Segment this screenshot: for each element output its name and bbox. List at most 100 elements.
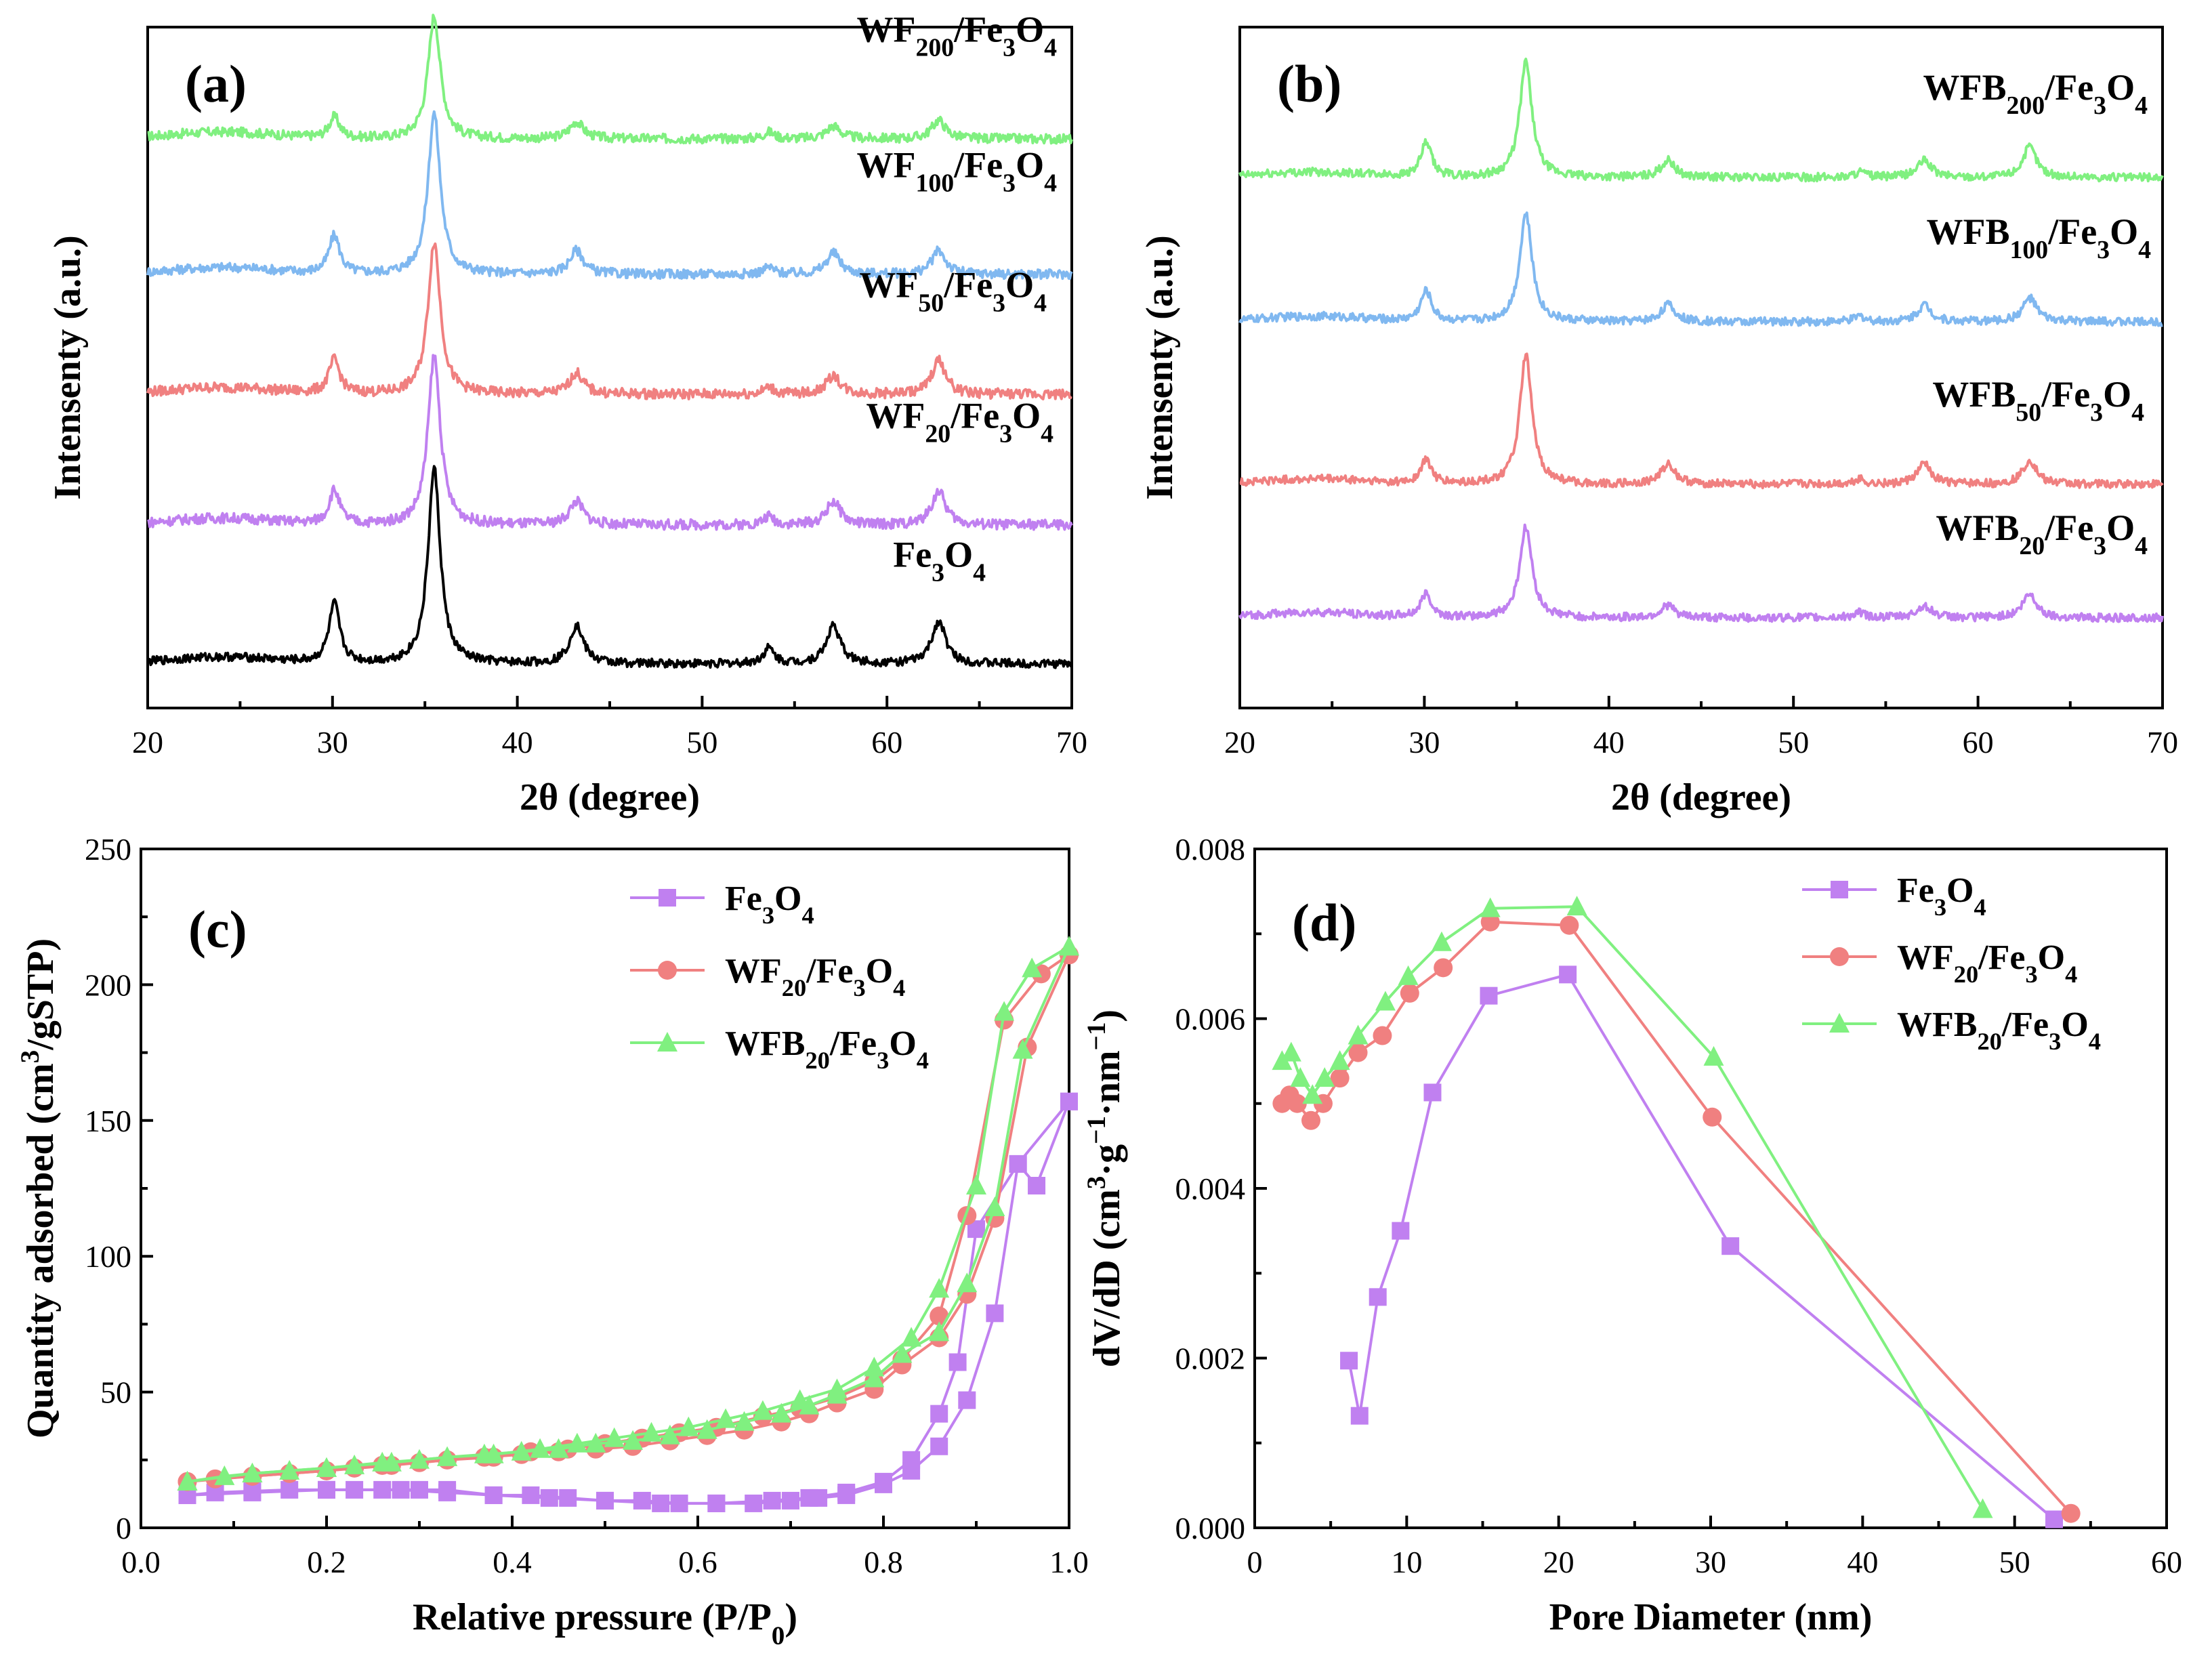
legend-marker xyxy=(659,889,676,907)
x-tick-label: 40 xyxy=(1847,1545,1878,1579)
legend-label: WF20/Fe3O4 xyxy=(725,952,905,1001)
x-tick-label: 50 xyxy=(1999,1545,2030,1579)
series-label: WFB20/Fe3O4 xyxy=(1936,507,2148,560)
pore-point xyxy=(1703,1107,1722,1127)
isotherm-point xyxy=(484,1486,503,1504)
isotherm-point xyxy=(1022,957,1043,978)
isotherm-point xyxy=(585,1432,606,1453)
pore-point xyxy=(1348,1024,1369,1045)
isotherm-point xyxy=(604,1427,625,1447)
y-tick-label: 250 xyxy=(85,832,131,867)
isotherm-point xyxy=(994,1001,1015,1021)
isotherm-point xyxy=(1009,1155,1027,1173)
panel-d-pore-distribution: 0 10 20 30 40 50 60 0.000 0.002 0.004 0.006 0.008 Po… xyxy=(1082,832,2183,1638)
pore-point xyxy=(1314,1067,1335,1087)
isotherm-point xyxy=(596,1491,614,1510)
isotherm-point xyxy=(1028,1176,1046,1194)
x-tick-label: 0.8 xyxy=(864,1545,903,1579)
isotherm-point xyxy=(763,1491,781,1510)
panel-label: (c) xyxy=(188,900,247,959)
isotherm-point xyxy=(522,1486,540,1504)
x-tick-label: 30 xyxy=(1695,1545,1726,1579)
isotherm-point xyxy=(696,1419,717,1439)
legend-marker xyxy=(1830,947,1849,966)
x-tick-label: 60 xyxy=(871,725,902,760)
isotherm-point xyxy=(771,1402,792,1423)
xrd-trace-wfb100fe3o4 xyxy=(1238,211,2163,327)
legend-marker xyxy=(1829,1013,1850,1033)
isotherm-point xyxy=(316,1457,337,1477)
pore-point xyxy=(1398,965,1419,985)
pore-point xyxy=(1559,965,1577,984)
isotherm-point xyxy=(438,1483,457,1501)
legend-marker xyxy=(658,961,677,980)
pore-point xyxy=(1340,1352,1358,1370)
x-tick-label: 10 xyxy=(1391,1545,1422,1579)
xrd-trace-wfb20fe3o4 xyxy=(1238,523,2164,623)
xrd-trace-wf20fe3o4 xyxy=(146,354,1073,531)
x-tick-label: 50 xyxy=(686,725,717,760)
y-tick-label: 100 xyxy=(85,1239,131,1274)
panel-label: (d) xyxy=(1292,893,1356,952)
isotherm-point xyxy=(800,1489,818,1507)
pore-point xyxy=(1330,1068,1350,1088)
y-axis-label: dV/dD (cm3·g−1·nm−1) xyxy=(1082,1010,1129,1367)
isotherm-point xyxy=(548,1438,569,1458)
x-tick-label: 60 xyxy=(2151,1545,2182,1579)
pore-point xyxy=(1280,1041,1301,1062)
y-tick-label: 150 xyxy=(85,1104,131,1138)
isotherm-point xyxy=(678,1416,699,1436)
series-label: WF100/Fe3O4 xyxy=(857,144,1058,197)
series-label: WF50/Fe3O4 xyxy=(859,264,1047,317)
pore-point xyxy=(1703,1045,1724,1066)
x-tick-label: 30 xyxy=(317,725,348,760)
isotherm-point xyxy=(984,1197,1005,1217)
isotherm-point xyxy=(902,1451,921,1469)
legend-marker xyxy=(1831,881,1848,898)
legend-marker xyxy=(657,1032,677,1052)
isotherm-point xyxy=(752,1400,773,1420)
isotherm-point xyxy=(344,1454,365,1474)
legend-label: Fe3O4 xyxy=(1897,871,1986,921)
series-label: WFB100/Fe3O4 xyxy=(1926,211,2151,264)
isotherm-point xyxy=(892,1343,913,1363)
xrd-trace-wf200fe3o4 xyxy=(147,14,1073,145)
isotherm-point xyxy=(641,1421,662,1442)
isotherm-point xyxy=(986,1304,1004,1323)
series-label: WFB50/Fe3O4 xyxy=(1932,374,2144,427)
isotherm-point xyxy=(177,1470,198,1491)
x-tick-label: 0.0 xyxy=(121,1545,161,1579)
panel-c-isotherm: 0.0 0.2 0.4 0.6 0.8 1.0 0 50 100 150 200 250 Relativ… xyxy=(16,832,1089,1650)
isotherm-point xyxy=(483,1443,504,1463)
isotherm-point xyxy=(392,1480,410,1499)
pore-point xyxy=(1290,1067,1311,1087)
panel-a-xrd-wf: 20 30 40 50 60 70 2θ (degree) Intensenty (a.u.)… xyxy=(47,9,1087,818)
y-tick-label: 0 xyxy=(116,1511,131,1545)
x-tick-label: 0.4 xyxy=(493,1545,532,1579)
x-tick-label: 40 xyxy=(1593,725,1625,760)
isotherm-point xyxy=(799,1394,820,1415)
y-tick-label: 0.002 xyxy=(1175,1341,1246,1376)
isotherm-point xyxy=(901,1327,922,1347)
pore-point xyxy=(1392,1222,1410,1240)
x-tick-label: 0.6 xyxy=(678,1545,717,1579)
isotherm-point xyxy=(948,1353,967,1371)
pore-point xyxy=(1423,1083,1442,1102)
pore-point xyxy=(1375,991,1396,1011)
x-tick-label: 20 xyxy=(1224,725,1255,760)
pore-point xyxy=(1560,915,1579,935)
legend-label: WF20/Fe3O4 xyxy=(1897,938,2077,988)
pore-point xyxy=(1302,1084,1323,1104)
isotherm-point xyxy=(623,1430,644,1450)
isotherm-point xyxy=(957,1272,978,1293)
pore-point xyxy=(1373,1026,1392,1045)
y-tick-label: 0.004 xyxy=(1175,1171,1246,1206)
series-label: WF20/Fe3O4 xyxy=(866,395,1053,448)
pore-point xyxy=(1287,1094,1307,1113)
pore-point xyxy=(1434,958,1453,978)
x-axis-label: Relative pressure (P/P0) xyxy=(413,1596,797,1650)
isotherm-point xyxy=(1012,1039,1033,1059)
pore-point xyxy=(1369,1288,1387,1306)
xrd-trace-wf50fe3o4 xyxy=(146,242,1072,400)
